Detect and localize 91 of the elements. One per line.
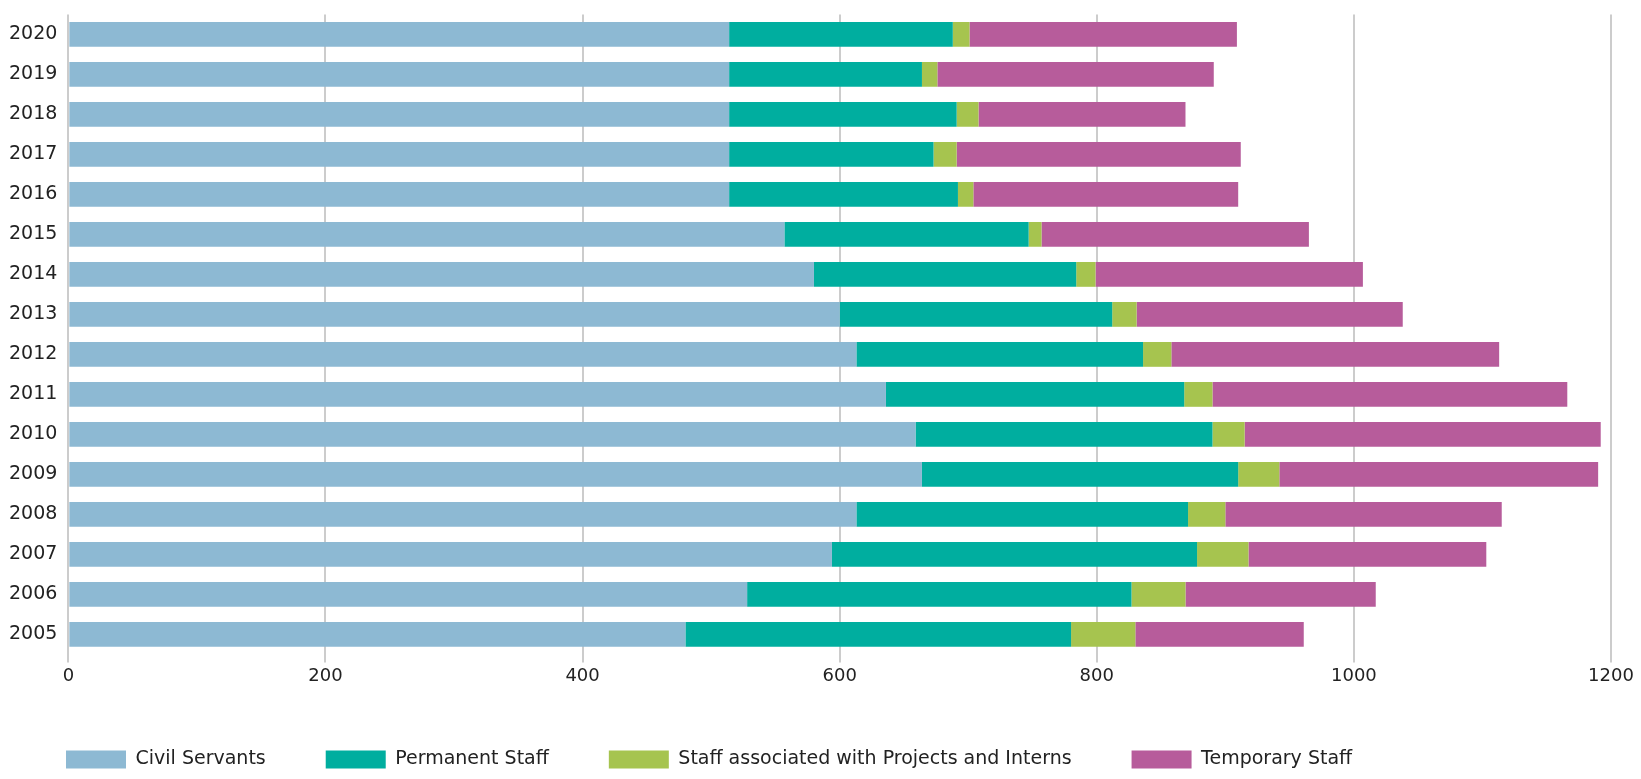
x-tick-label: 600 [822, 663, 857, 685]
bar [831, 542, 1198, 567]
x-tick-label: 1000 [1330, 663, 1377, 685]
bar [69, 62, 730, 87]
bar [69, 382, 886, 407]
bar [1244, 422, 1601, 447]
bar [69, 22, 730, 47]
bar [937, 62, 1214, 87]
bar [1248, 542, 1487, 567]
bar [921, 62, 938, 87]
bar [729, 62, 922, 87]
y-tick-label: 2016 [8, 181, 58, 204]
y-tick-label: 2009 [8, 461, 58, 484]
bar [957, 182, 974, 207]
bar [1279, 462, 1599, 487]
bar [69, 422, 916, 447]
bar [915, 422, 1213, 447]
bar [69, 262, 814, 287]
bar [69, 182, 730, 207]
y-tick-label: 2017 [8, 141, 58, 164]
bar [69, 222, 785, 247]
y-tick-label: 2018 [8, 101, 58, 124]
bar [856, 502, 1189, 527]
bar [921, 462, 1239, 487]
bar [69, 622, 686, 647]
bar [952, 22, 970, 47]
y-tick-label: 2013 [8, 301, 58, 324]
x-tick-label: 200 [308, 663, 343, 685]
bar [747, 582, 1132, 607]
y-tick-label: 2015 [8, 221, 58, 244]
bar [1143, 342, 1172, 367]
bar [69, 302, 840, 327]
y-tick-label: 2020 [8, 21, 58, 44]
bar [69, 142, 730, 167]
y-tick-label: 2011 [8, 381, 58, 404]
bar [685, 622, 1072, 647]
bar [1185, 582, 1376, 607]
legend-label: Permanent Staff [395, 746, 550, 769]
legend-label: Temporary Staff [1200, 746, 1354, 769]
y-tick-label: 2014 [8, 261, 58, 284]
bar [1184, 382, 1213, 407]
bar [956, 142, 1241, 167]
bar [839, 302, 1113, 327]
bar [1212, 422, 1245, 447]
bar [1171, 342, 1500, 367]
y-tick-label: 2008 [8, 501, 58, 524]
bar [69, 582, 748, 607]
bar [1135, 622, 1304, 647]
bar [1225, 502, 1502, 527]
bar [69, 102, 730, 127]
bar [969, 22, 1237, 47]
bar [69, 342, 857, 367]
x-tick-label: 800 [1079, 663, 1114, 685]
bar [1028, 222, 1042, 247]
bar [933, 142, 957, 167]
bar [1197, 542, 1249, 567]
y-tick-label: 2006 [8, 581, 58, 604]
legend-label: Civil Servants [135, 746, 266, 769]
bar [69, 462, 922, 487]
bar [973, 182, 1239, 207]
bar [69, 502, 857, 527]
x-tick-label: 0 [62, 663, 75, 685]
bar [784, 222, 1029, 247]
x-tick-label: 400 [565, 663, 600, 685]
bar [813, 262, 1077, 287]
bar [978, 102, 1186, 127]
bar [1095, 262, 1363, 287]
bar [729, 182, 958, 207]
legend-label: Staff associated with Projects and Interns [678, 746, 1072, 769]
bar [69, 542, 832, 567]
bar [1076, 262, 1096, 287]
x-tick-label: 1200 [1588, 663, 1634, 685]
y-tick-label: 2010 [8, 421, 58, 444]
bar [1041, 222, 1309, 247]
bar [885, 382, 1185, 407]
bar [1071, 622, 1136, 647]
bar [1112, 302, 1137, 327]
bar [1131, 582, 1186, 607]
bar [729, 102, 957, 127]
bar [1136, 302, 1403, 327]
bar [856, 342, 1144, 367]
bar [1212, 382, 1568, 407]
y-tick-label: 2005 [8, 621, 58, 644]
bar [956, 102, 979, 127]
bar [1238, 462, 1280, 487]
bar [1188, 502, 1226, 527]
bar [729, 22, 953, 47]
y-tick-label: 2019 [8, 61, 58, 84]
bar [729, 142, 934, 167]
y-tick-label: 2012 [8, 341, 58, 364]
y-tick-label: 2007 [8, 541, 58, 564]
